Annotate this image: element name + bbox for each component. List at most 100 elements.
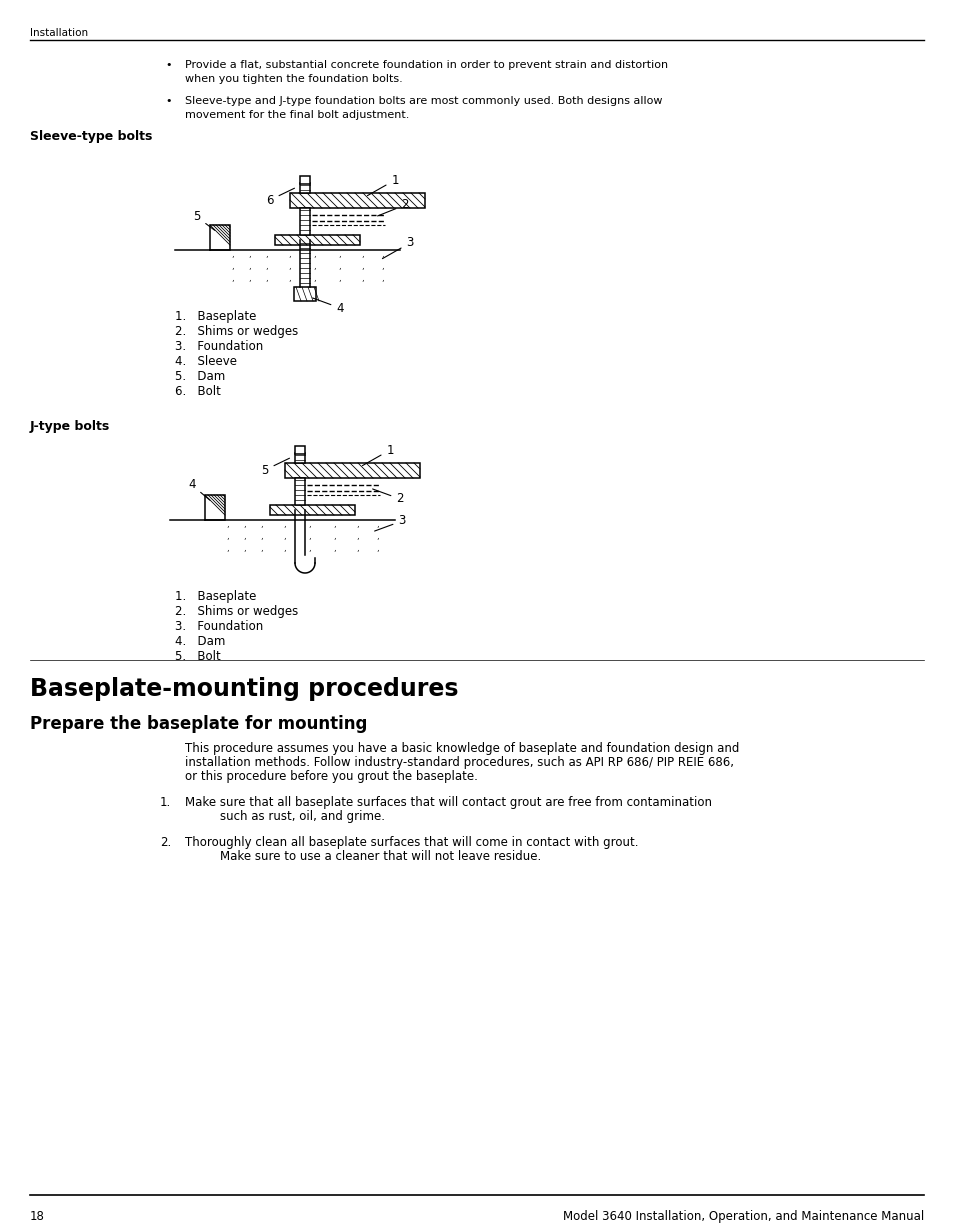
Text: ʼ: ʼ	[260, 550, 263, 558]
Text: ʼ: ʼ	[249, 267, 251, 276]
Text: ʼ: ʼ	[314, 280, 315, 288]
Text: ʼ: ʼ	[266, 280, 268, 288]
Text: installation methods. Follow industry-standard procedures, such as API RP 686/ P: installation methods. Follow industry-st…	[185, 756, 733, 769]
Text: ʼ: ʼ	[381, 255, 384, 265]
FancyBboxPatch shape	[294, 287, 315, 301]
Text: ʼ: ʼ	[309, 525, 311, 535]
Text: Baseplate-mounting procedures: Baseplate-mounting procedures	[30, 677, 458, 701]
Text: ʼ: ʼ	[309, 537, 311, 546]
FancyBboxPatch shape	[294, 453, 305, 463]
Text: 1: 1	[362, 443, 394, 465]
Text: ʼ: ʼ	[289, 280, 291, 288]
Text: ʼ: ʼ	[232, 267, 233, 276]
Text: 1.: 1.	[160, 796, 172, 809]
Text: 4.   Sleeve: 4. Sleeve	[174, 355, 236, 368]
Text: ʼ: ʼ	[376, 550, 378, 558]
Text: ʼ: ʼ	[283, 550, 286, 558]
Text: 4.   Dam: 4. Dam	[174, 636, 225, 648]
Text: ʼ: ʼ	[260, 525, 263, 535]
Text: 2: 2	[373, 488, 403, 506]
Text: 5.   Bolt: 5. Bolt	[174, 650, 220, 663]
Text: 6.   Bolt: 6. Bolt	[174, 385, 221, 398]
Text: ʼ: ʼ	[376, 537, 378, 546]
Text: 3: 3	[375, 514, 405, 531]
Text: ʼ: ʼ	[227, 550, 229, 558]
Text: 18: 18	[30, 1210, 45, 1223]
Text: ʼ: ʼ	[376, 525, 378, 535]
Text: Sleeve-type bolts: Sleeve-type bolts	[30, 130, 152, 144]
Text: ʼ: ʼ	[309, 550, 311, 558]
FancyBboxPatch shape	[299, 175, 310, 184]
Text: 6: 6	[266, 188, 294, 206]
Text: ʼ: ʼ	[338, 280, 341, 288]
Text: ʼ: ʼ	[361, 255, 364, 265]
FancyBboxPatch shape	[299, 209, 310, 240]
FancyBboxPatch shape	[290, 193, 424, 209]
Text: ʼ: ʼ	[314, 255, 315, 265]
Text: ʼ: ʼ	[227, 537, 229, 546]
Text: ʼ: ʼ	[249, 280, 251, 288]
Text: ʼ: ʼ	[283, 525, 286, 535]
Text: Make sure to use a cleaner that will not leave residue.: Make sure to use a cleaner that will not…	[220, 850, 540, 863]
Text: ʼ: ʼ	[227, 525, 229, 535]
Text: 1.   Baseplate: 1. Baseplate	[174, 590, 256, 602]
FancyBboxPatch shape	[270, 506, 355, 515]
Text: 2.: 2.	[160, 836, 172, 849]
Text: ʼ: ʼ	[356, 537, 359, 546]
Text: ʼ: ʼ	[289, 267, 291, 276]
Text: ʼ: ʼ	[244, 537, 246, 546]
Text: movement for the final bolt adjustment.: movement for the final bolt adjustment.	[185, 110, 409, 120]
Text: ʼ: ʼ	[266, 255, 268, 265]
Text: ʼ: ʼ	[232, 255, 233, 265]
Text: •: •	[165, 60, 172, 70]
FancyBboxPatch shape	[299, 183, 310, 193]
Text: Model 3640 Installation, Operation, and Maintenance Manual: Model 3640 Installation, Operation, and …	[562, 1210, 923, 1223]
FancyBboxPatch shape	[210, 225, 230, 250]
Text: when you tighten the foundation bolts.: when you tighten the foundation bolts.	[185, 74, 402, 83]
Text: 4: 4	[188, 479, 210, 501]
Text: such as rust, oil, and grime.: such as rust, oil, and grime.	[220, 810, 385, 823]
FancyBboxPatch shape	[205, 494, 225, 520]
Text: 5: 5	[261, 458, 289, 476]
Text: ʼ: ʼ	[260, 537, 263, 546]
Text: ʼ: ʼ	[338, 255, 341, 265]
Text: 3: 3	[382, 237, 414, 259]
Text: Thoroughly clean all baseplate surfaces that will come in contact with grout.: Thoroughly clean all baseplate surfaces …	[185, 836, 638, 849]
Text: ʼ: ʼ	[266, 267, 268, 276]
Text: 1.   Baseplate: 1. Baseplate	[174, 310, 256, 323]
FancyBboxPatch shape	[274, 236, 359, 245]
Text: 5.   Dam: 5. Dam	[174, 371, 225, 383]
Text: Sleeve-type and J-type foundation bolts are most commonly used. Both designs all: Sleeve-type and J-type foundation bolts …	[185, 96, 661, 106]
Text: Prepare the baseplate for mounting: Prepare the baseplate for mounting	[30, 715, 367, 733]
Text: ʼ: ʼ	[361, 280, 364, 288]
Text: ʼ: ʼ	[334, 537, 335, 546]
Text: 1: 1	[367, 173, 398, 195]
Text: ʼ: ʼ	[361, 267, 364, 276]
Text: 5: 5	[193, 211, 214, 231]
Text: Make sure that all baseplate surfaces that will contact grout are free from cont: Make sure that all baseplate surfaces th…	[185, 796, 711, 809]
Text: ʼ: ʼ	[334, 550, 335, 558]
Text: ʼ: ʼ	[314, 267, 315, 276]
FancyBboxPatch shape	[294, 445, 305, 454]
Text: This procedure assumes you have a basic knowledge of baseplate and foundation de: This procedure assumes you have a basic …	[185, 742, 739, 755]
Text: 2.   Shims or wedges: 2. Shims or wedges	[174, 605, 298, 618]
Text: ʼ: ʼ	[338, 267, 341, 276]
Text: ʼ: ʼ	[356, 550, 359, 558]
Text: ʼ: ʼ	[356, 525, 359, 535]
Text: ʼ: ʼ	[249, 255, 251, 265]
Text: J-type bolts: J-type bolts	[30, 420, 111, 433]
Text: ʼ: ʼ	[283, 537, 286, 546]
Text: Installation: Installation	[30, 28, 88, 38]
Text: ʼ: ʼ	[289, 255, 291, 265]
Text: or this procedure before you grout the baseplate.: or this procedure before you grout the b…	[185, 771, 477, 783]
Text: ʼ: ʼ	[244, 550, 246, 558]
Text: ʼ: ʼ	[381, 280, 384, 288]
Text: ʼ: ʼ	[232, 280, 233, 288]
Text: Provide a flat, substantial concrete foundation in order to prevent strain and d: Provide a flat, substantial concrete fou…	[185, 60, 667, 70]
Text: 3.   Foundation: 3. Foundation	[174, 340, 263, 353]
FancyBboxPatch shape	[285, 463, 419, 479]
Text: 2: 2	[377, 199, 408, 216]
Text: 2.   Shims or wedges: 2. Shims or wedges	[174, 325, 298, 337]
Text: 3.   Foundation: 3. Foundation	[174, 620, 263, 633]
Text: ʼ: ʼ	[334, 525, 335, 535]
